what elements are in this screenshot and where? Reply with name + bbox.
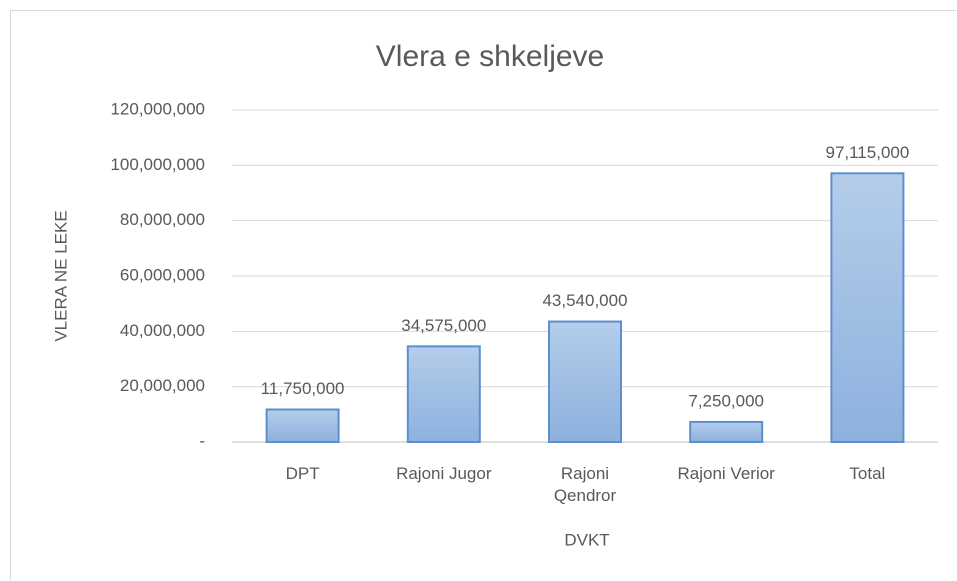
x-tick-label: Rajoni Jugor xyxy=(396,464,492,483)
y-tick-label: 80,000,000 xyxy=(120,210,205,229)
y-tick-label: 60,000,000 xyxy=(120,265,205,284)
x-tick-label: Total xyxy=(849,464,886,483)
y-tick-label: 40,000,000 xyxy=(120,321,205,340)
data-label: 11,750,000 xyxy=(261,379,345,398)
data-label: 97,115,000 xyxy=(825,143,909,162)
x-tick-label: Rajoni Qendror xyxy=(553,464,617,505)
y-tick-label: 120,000,000 xyxy=(110,99,205,118)
x-tick-label: DPT xyxy=(285,464,320,483)
x-axis-title: DVKT xyxy=(564,530,609,549)
x-tick-label: Rajoni Verior xyxy=(677,464,775,483)
bar xyxy=(406,345,481,443)
data-label: 7,250,000 xyxy=(688,391,764,410)
y-tick-label: 20,000,000 xyxy=(120,376,205,395)
data-label: 34,575,000 xyxy=(401,316,486,335)
bar xyxy=(265,408,340,444)
bar xyxy=(689,420,764,444)
bar xyxy=(548,320,622,443)
bar xyxy=(830,172,905,444)
chart-title: Vlera e shkeljeve xyxy=(376,40,604,73)
y-axis-title: VLERA NE LEKE xyxy=(51,210,70,341)
data-label: 43,540,000 xyxy=(542,291,627,310)
y-tick-label: - xyxy=(199,431,205,450)
chart-frame xyxy=(10,10,956,580)
y-tick-label: 100,000,000 xyxy=(110,155,205,174)
